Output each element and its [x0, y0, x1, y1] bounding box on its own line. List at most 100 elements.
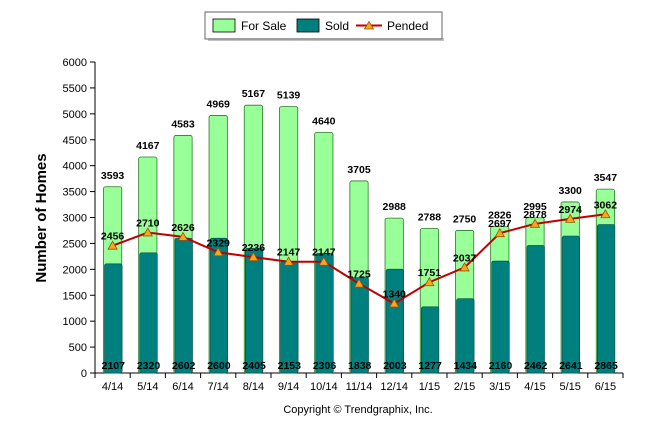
legend-label-for-sale: For Sale — [241, 19, 287, 33]
pended-value-label: 2697 — [488, 218, 512, 230]
sold-value-label: 1277 — [418, 360, 442, 372]
x-tick-label: 9/14 — [278, 381, 299, 393]
for-sale-value-label: 3547 — [594, 172, 618, 184]
x-tick-label: 5/14 — [137, 381, 158, 393]
pended-value-label: 2626 — [171, 222, 195, 234]
y-axis-title: Number of Homes — [33, 153, 50, 282]
sold-bar — [209, 237, 229, 374]
for-sale-value-label: 2750 — [453, 213, 477, 225]
for-sale-value-label: 4640 — [312, 115, 336, 127]
y-tick-label: 4500 — [63, 135, 87, 147]
sold-value-label: 2153 — [278, 360, 302, 372]
sold-bar — [315, 253, 334, 374]
copyright-text: Copyright © Trendgraphix, Inc. — [283, 404, 432, 416]
y-tick-label: 5500 — [63, 83, 87, 95]
sold-value-label: 1838 — [348, 360, 372, 372]
y-tick-label: 3000 — [63, 213, 87, 225]
pended-value-label: 2974 — [559, 204, 583, 216]
sold-bar — [174, 237, 193, 374]
sold-value-label: 2306 — [313, 360, 337, 372]
sold-bar — [491, 260, 510, 374]
sold-bar — [350, 277, 369, 374]
x-tick-label: 3/15 — [489, 381, 510, 393]
sold-value-label: 2865 — [594, 360, 618, 372]
pended-value-label: 2456 — [101, 231, 125, 243]
pended-marker — [283, 256, 294, 266]
sold-bar — [456, 298, 475, 374]
sold-bar — [526, 245, 545, 374]
pended-value-label: 2147 — [277, 247, 301, 259]
pended-marker — [600, 208, 611, 219]
pended-value-label: 2147 — [312, 247, 336, 259]
for-sale-value-label: 5139 — [277, 90, 301, 102]
pended-marker — [177, 231, 189, 241]
pended-marker — [248, 251, 259, 262]
for-sale-value-label: 4167 — [136, 140, 160, 152]
sold-bar — [385, 268, 405, 374]
axes: 0 500 1000 1500 2000 2500 3000 3500 4000 4500 5000… — [63, 57, 624, 393]
x-tick-label: 2/15 — [454, 381, 475, 393]
sold-value-label: 2405 — [242, 360, 266, 372]
sold-bar — [421, 306, 440, 374]
sold-value-label: 2107 — [102, 360, 126, 372]
legend-label-sold: Sold — [325, 19, 349, 33]
sold-value-label: 2600 — [207, 360, 231, 372]
for-sale-value-label: 4583 — [171, 118, 195, 130]
legend: For Sale Sold Pended — [204, 11, 444, 41]
for-sale-value-label: 3300 — [559, 185, 583, 197]
for-sale-value-label: 3593 — [101, 170, 125, 182]
pended-marker — [142, 227, 153, 237]
sold-bar — [104, 263, 123, 374]
for-sale-value-label: 2988 — [383, 201, 407, 213]
legend-label-pended: Pended — [387, 19, 428, 33]
legend-swatch-for-sale — [212, 18, 236, 33]
y-tick-label: 6000 — [63, 57, 87, 69]
legend-swatch-pended-marker — [363, 20, 375, 30]
x-tick-label: 11/14 — [346, 381, 373, 393]
x-tick-label: 6/14 — [172, 381, 193, 393]
y-tick-label: 4000 — [63, 161, 87, 173]
pended-marker — [318, 256, 329, 266]
sold-value-label: 2160 — [489, 360, 513, 372]
legend-shadow — [208, 38, 444, 41]
x-tick-label: 4/15 — [524, 381, 545, 393]
pended-value-label: 1340 — [383, 289, 407, 301]
pended-value-label: 1751 — [418, 267, 442, 279]
y-tick-label: 1000 — [63, 316, 87, 328]
pended-value-label: 3062 — [594, 199, 618, 211]
for-sale-value-label: 3705 — [347, 164, 371, 176]
x-tick-label: 7/14 — [207, 381, 228, 393]
pended-value-label: 2710 — [136, 218, 160, 230]
for-sale-value-label: 4969 — [207, 98, 231, 110]
pended-marker — [107, 240, 118, 250]
pended-marker — [424, 276, 435, 287]
sold-value-label: 2003 — [383, 360, 407, 372]
pended-value-label: 2236 — [242, 242, 266, 254]
sold-bar — [597, 224, 616, 374]
pended-marker — [389, 298, 400, 308]
pended-marker — [494, 227, 505, 238]
x-tick-label: 4/14 — [102, 381, 123, 393]
y-tick-label: 2500 — [63, 238, 87, 250]
sold-value-label: 2602 — [172, 360, 196, 372]
x-tick-label: 10/14 — [310, 381, 338, 393]
pended-marker — [529, 218, 541, 228]
pended-line — [107, 208, 611, 308]
pended-marker — [353, 278, 365, 288]
for-sale-value-label: 5167 — [242, 88, 266, 100]
sold-value-label: 2462 — [524, 360, 548, 372]
pended-value-label: 2878 — [523, 209, 547, 221]
y-tick-label: 5000 — [63, 109, 87, 121]
x-tick-label: 8/14 — [243, 381, 264, 393]
x-tick-label: 12/14 — [380, 381, 408, 393]
y-tick-label: 3500 — [63, 187, 87, 199]
sold-bar — [139, 252, 158, 374]
pended-value-label: 2329 — [207, 237, 231, 249]
y-tick-label: 500 — [69, 342, 87, 354]
sold-bar — [245, 248, 264, 374]
sold-bars — [104, 224, 616, 374]
pended-value-label: 1725 — [347, 269, 371, 281]
x-tick-label: 6/15 — [595, 381, 616, 393]
x-tick-label: 1/15 — [419, 381, 440, 393]
